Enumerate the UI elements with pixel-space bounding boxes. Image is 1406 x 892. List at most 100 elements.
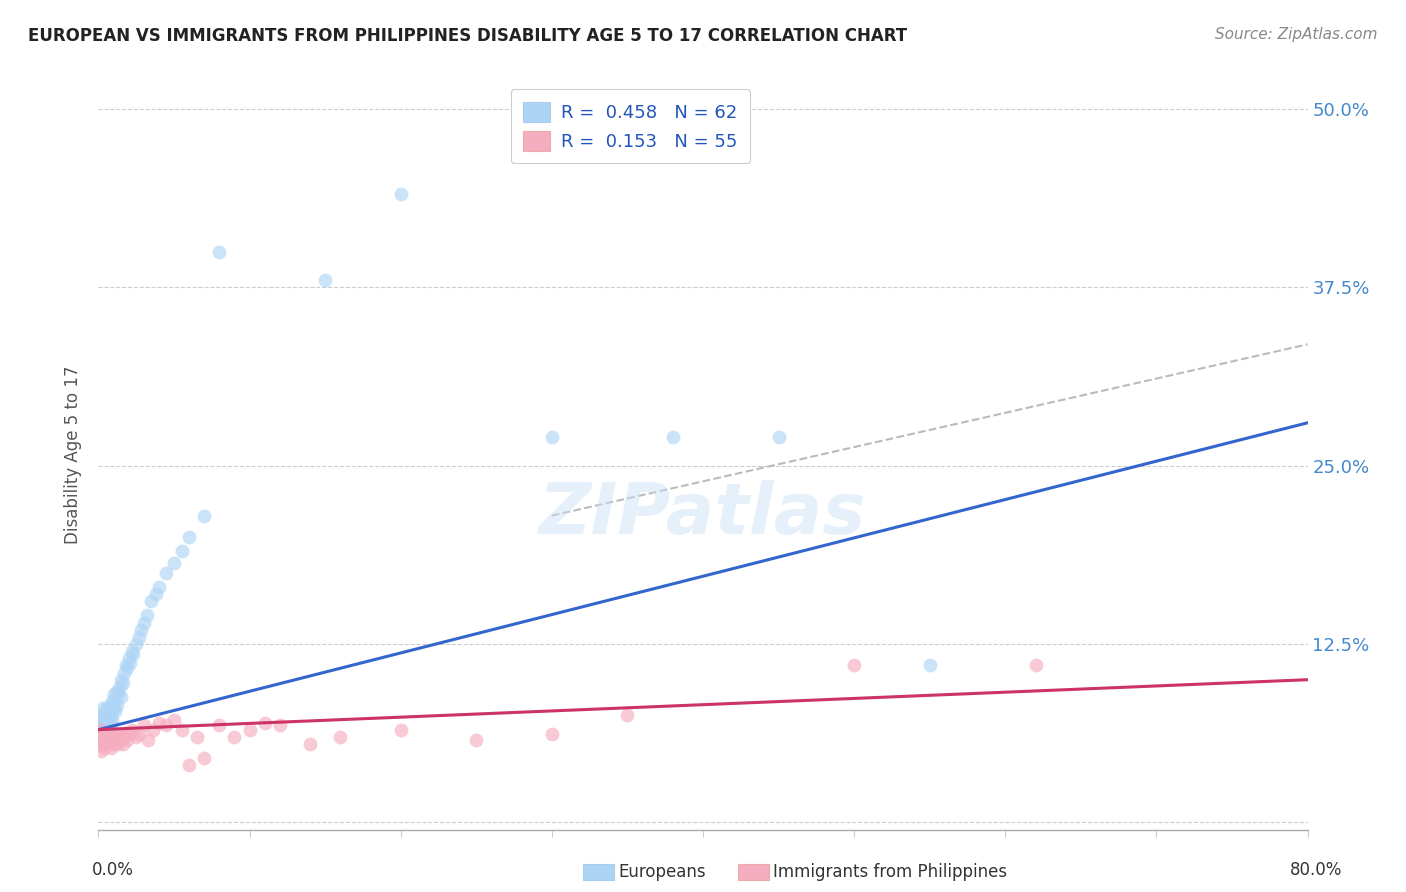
Point [93, 732, 115, 747]
Point [96, 734, 118, 748]
Point [132, 615, 155, 630]
Point [148, 715, 170, 730]
Point [125, 637, 148, 651]
Point [104, 694, 127, 708]
Point [540, 430, 562, 444]
Point [93, 741, 115, 756]
Point [208, 244, 231, 259]
Point [103, 737, 125, 751]
Point [193, 508, 215, 523]
Point [844, 658, 866, 673]
Point [135, 608, 157, 623]
Point [90, 730, 112, 744]
Point [89, 715, 111, 730]
Point [132, 718, 155, 732]
Point [94, 723, 117, 737]
Point [104, 734, 127, 748]
Point [94, 737, 117, 751]
Point [128, 727, 150, 741]
Point [269, 718, 291, 732]
Point [299, 737, 322, 751]
Point [90, 723, 112, 737]
Point [129, 623, 152, 637]
Point [90, 744, 112, 758]
Point [111, 675, 134, 690]
Point [107, 687, 129, 701]
Point [100, 708, 122, 723]
Point [170, 544, 193, 558]
Point [103, 727, 125, 741]
Point [110, 673, 132, 687]
Point [103, 701, 125, 715]
Point [114, 725, 136, 739]
Point [94, 704, 117, 718]
Point [90, 718, 112, 732]
Point [110, 690, 132, 704]
Text: 80.0%: 80.0% [1291, 861, 1343, 879]
Point [314, 273, 336, 287]
Point [224, 730, 246, 744]
Point [91, 713, 114, 727]
Point [155, 718, 177, 732]
Point [98, 715, 121, 730]
Point [465, 732, 488, 747]
Point [540, 727, 562, 741]
Point [104, 704, 127, 718]
Point [115, 661, 138, 675]
Point [155, 566, 177, 580]
Point [98, 730, 121, 744]
Point [101, 694, 124, 708]
Point [93, 718, 115, 732]
Point [103, 687, 125, 701]
Point [661, 430, 683, 444]
Point [120, 656, 142, 670]
Point [121, 723, 143, 737]
Point [179, 758, 201, 772]
Point [148, 580, 170, 594]
Point [111, 737, 134, 751]
Point [118, 651, 141, 665]
Text: Europeans: Europeans [619, 863, 706, 881]
Point [163, 713, 186, 727]
Point [94, 727, 117, 741]
Point [101, 730, 124, 744]
Point [128, 630, 150, 644]
Point [145, 587, 167, 601]
Text: EUROPEAN VS IMMIGRANTS FROM PHILIPPINES DISABILITY AGE 5 TO 17 CORRELATION CHART: EUROPEAN VS IMMIGRANTS FROM PHILIPPINES … [28, 27, 907, 45]
Point [94, 715, 117, 730]
Point [121, 644, 143, 658]
Point [179, 530, 201, 544]
Point [105, 730, 128, 744]
Point [186, 730, 208, 744]
Point [170, 723, 193, 737]
Point [193, 751, 215, 765]
Point [91, 701, 114, 715]
Point [253, 715, 276, 730]
Point [89, 723, 111, 737]
Point [118, 727, 141, 741]
Point [96, 718, 118, 732]
Point [98, 708, 121, 723]
Point [90, 708, 112, 723]
Point [91, 737, 114, 751]
Point [389, 187, 412, 202]
Point [101, 713, 124, 727]
Point [136, 732, 159, 747]
Y-axis label: Disability Age 5 to 17: Disability Age 5 to 17 [65, 366, 83, 544]
Point [1024, 658, 1046, 673]
Point [208, 718, 231, 732]
Point [108, 732, 131, 747]
Point [108, 680, 131, 694]
Text: Immigrants from Philippines: Immigrants from Philippines [773, 863, 1008, 881]
Point [105, 698, 128, 713]
Point [115, 732, 138, 747]
Point [89, 737, 111, 751]
Point [89, 730, 111, 744]
Point [114, 658, 136, 673]
Point [100, 741, 122, 756]
Point [93, 708, 115, 723]
Point [329, 730, 352, 744]
Point [141, 594, 163, 608]
Point [125, 730, 148, 744]
Point [768, 430, 790, 444]
